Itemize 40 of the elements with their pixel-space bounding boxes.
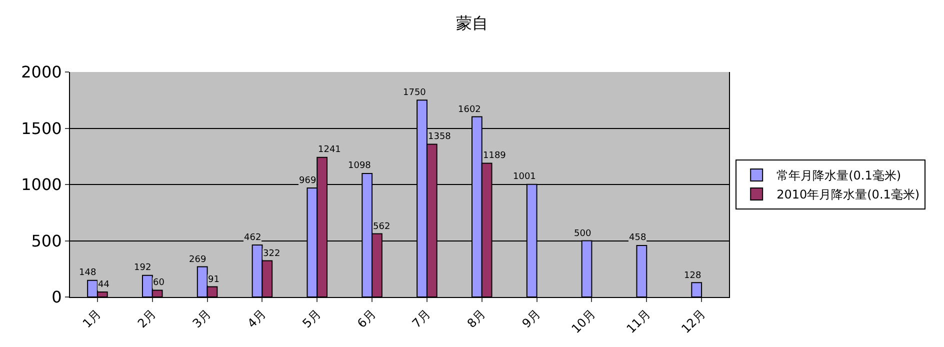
x-tick-label: 1月	[80, 306, 104, 331]
data-label: 462	[244, 233, 262, 243]
y-tick-label: 2000	[21, 62, 62, 82]
x-tick-label: 9月	[519, 306, 544, 331]
y-tick-label: 0	[52, 288, 62, 307]
data-label: 1602	[458, 105, 481, 115]
y-tick-label: 500	[31, 231, 62, 250]
data-label: 1750	[403, 88, 426, 98]
data-label: 44	[98, 280, 110, 290]
data-label: 91	[208, 275, 220, 285]
data-label: 500	[574, 229, 592, 239]
data-label: 269	[189, 255, 206, 265]
data-label: 1098	[348, 161, 372, 171]
data-label: 1001	[513, 172, 536, 182]
y-tick-label: 1500	[21, 118, 62, 138]
x-tick-label: 5月	[300, 306, 324, 331]
data-label: 128	[684, 271, 702, 281]
data-label: 192	[134, 263, 152, 273]
data-label: 1241	[318, 145, 341, 155]
y-tick-label: 1000	[21, 175, 62, 194]
data-label: 60	[153, 278, 165, 288]
x-tick-label: 2月	[134, 306, 159, 331]
x-tick-label: 11月	[624, 306, 653, 336]
data-label: 1189	[483, 151, 506, 161]
data-label: 322	[263, 249, 280, 259]
legend-label: 常年月降水量(0.1毫米)	[776, 168, 902, 183]
chart-title: 蒙自	[456, 14, 488, 33]
x-tick-label: 6月	[354, 306, 378, 331]
x-tick-label: 12月	[678, 306, 708, 336]
legend-label: 2010年月降水量(0.1毫米)	[776, 188, 920, 202]
data-label: 458	[629, 233, 646, 243]
data-label: 969	[299, 176, 316, 186]
x-tick-label: 3月	[190, 306, 214, 331]
data-label: 148	[79, 268, 96, 278]
data-label: 1358	[428, 132, 452, 142]
data-label: 562	[373, 222, 390, 232]
x-tick-label: 10月	[568, 306, 598, 336]
x-tick-label: 8月	[464, 306, 488, 331]
x-tick-label: 7月	[410, 306, 434, 331]
x-tick-label: 4月	[244, 306, 269, 331]
